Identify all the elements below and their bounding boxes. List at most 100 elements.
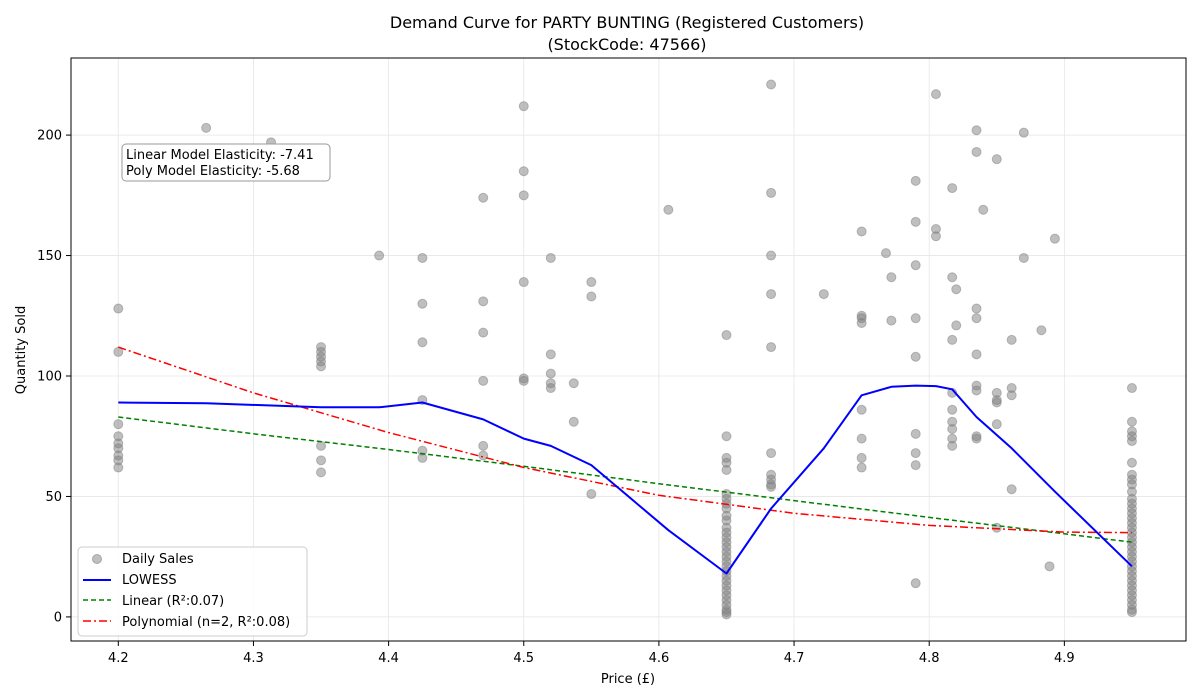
annotation-poly-elasticity: Poly Model Elasticity: -5.68: [126, 164, 300, 179]
scatter-points: [113, 79, 1137, 620]
data-point: [971, 146, 982, 157]
data-point: [856, 433, 867, 444]
data-point: [910, 578, 921, 589]
y-axis-label: Quantity Sold: [14, 306, 29, 394]
data-point: [947, 183, 958, 194]
data-point: [978, 204, 989, 215]
data-point: [478, 440, 489, 451]
data-point: [856, 318, 867, 328]
data-point: [478, 192, 489, 203]
data-point: [910, 428, 921, 439]
x-tick-label: 4.2: [108, 651, 129, 666]
legend-label-poly: Polynomial (n=2, R²:0.08): [122, 615, 290, 630]
data-point: [910, 260, 921, 271]
data-point: [886, 272, 897, 283]
x-tick-label: 4.3: [243, 651, 264, 666]
data-point: [721, 330, 732, 341]
data-point: [947, 440, 958, 451]
data-point: [113, 303, 124, 314]
plot-frame: [70, 57, 1187, 642]
data-point: [947, 334, 958, 345]
data-point: [766, 481, 777, 492]
data-point: [1126, 416, 1137, 427]
legend-marker-daily-sales: [92, 554, 102, 564]
data-point: [856, 452, 867, 463]
data-point: [417, 452, 428, 463]
data-point: [856, 226, 867, 237]
chart-title-line2: (StockCode: 47566): [547, 35, 706, 54]
legend-label-daily-sales: Daily Sales: [122, 552, 194, 567]
data-point: [374, 250, 385, 261]
data-point: [910, 313, 921, 324]
data-point: [856, 404, 867, 415]
data-point: [113, 419, 124, 430]
data-point: [1006, 484, 1017, 495]
data-point: [766, 187, 777, 198]
x-tick-label: 4.4: [378, 651, 399, 666]
data-point: [910, 460, 921, 471]
data-point: [568, 378, 579, 389]
data-point: [316, 467, 327, 478]
data-point: [930, 89, 941, 100]
data-point: [971, 313, 982, 324]
data-point: [766, 79, 777, 90]
data-point: [113, 462, 124, 473]
grid-lines: [71, 58, 1186, 641]
series-lines: [118, 346, 1133, 575]
data-point: [721, 609, 732, 620]
data-point: [818, 289, 829, 300]
data-point: [1036, 325, 1047, 336]
x-tick-label: 4.5: [513, 651, 534, 666]
data-point: [518, 166, 529, 177]
y-tick-label: 200: [37, 129, 62, 144]
data-point: [478, 375, 489, 386]
data-point: [947, 272, 958, 283]
data-point: [316, 440, 327, 451]
x-tick-label: 4.7: [784, 651, 805, 666]
data-point: [478, 296, 489, 307]
data-point: [1044, 561, 1055, 572]
data-point: [766, 342, 777, 353]
y-tick-label: 50: [45, 490, 62, 505]
data-point: [518, 101, 529, 112]
data-point: [478, 327, 489, 338]
data-point: [1126, 607, 1137, 618]
x-tick-label: 4.8: [919, 651, 940, 666]
elasticity-annotation: Linear Model Elasticity: -7.41 Poly Mode…: [121, 143, 331, 182]
data-point: [1049, 233, 1060, 244]
data-point: [971, 125, 982, 136]
data-point: [316, 455, 327, 466]
data-point: [518, 277, 529, 288]
data-point: [545, 368, 556, 379]
data-point: [1126, 383, 1137, 394]
data-point: [417, 252, 428, 263]
legend-label-linear: Linear (R²:0.07): [122, 594, 224, 609]
data-point: [663, 204, 674, 215]
lowess-line: [118, 384, 1133, 575]
data-point: [1126, 436, 1137, 447]
data-point: [545, 252, 556, 263]
annotation-box: [121, 143, 331, 182]
data-point: [991, 154, 1002, 165]
data-point: [586, 489, 597, 500]
data-point: [930, 231, 941, 242]
data-point: [586, 277, 597, 288]
data-point: [991, 419, 1002, 430]
data-point: [971, 303, 982, 314]
data-point: [1018, 252, 1029, 263]
data-point: [478, 450, 489, 461]
linear-fit-line: [118, 416, 1132, 543]
data-point: [951, 320, 962, 331]
data-point: [568, 416, 579, 427]
data-point: [1018, 127, 1029, 138]
data-point: [586, 291, 597, 302]
annotation-linear-elasticity: Linear Model Elasticity: -7.41: [126, 148, 314, 163]
legend: Daily Sales LOWESS Linear (R²:0.07) Poly…: [77, 546, 308, 637]
data-point: [856, 462, 867, 473]
y-tick-label: 0: [54, 610, 62, 625]
data-point: [1006, 334, 1017, 345]
data-point: [417, 337, 428, 348]
data-point: [766, 250, 777, 261]
data-point: [886, 315, 897, 326]
